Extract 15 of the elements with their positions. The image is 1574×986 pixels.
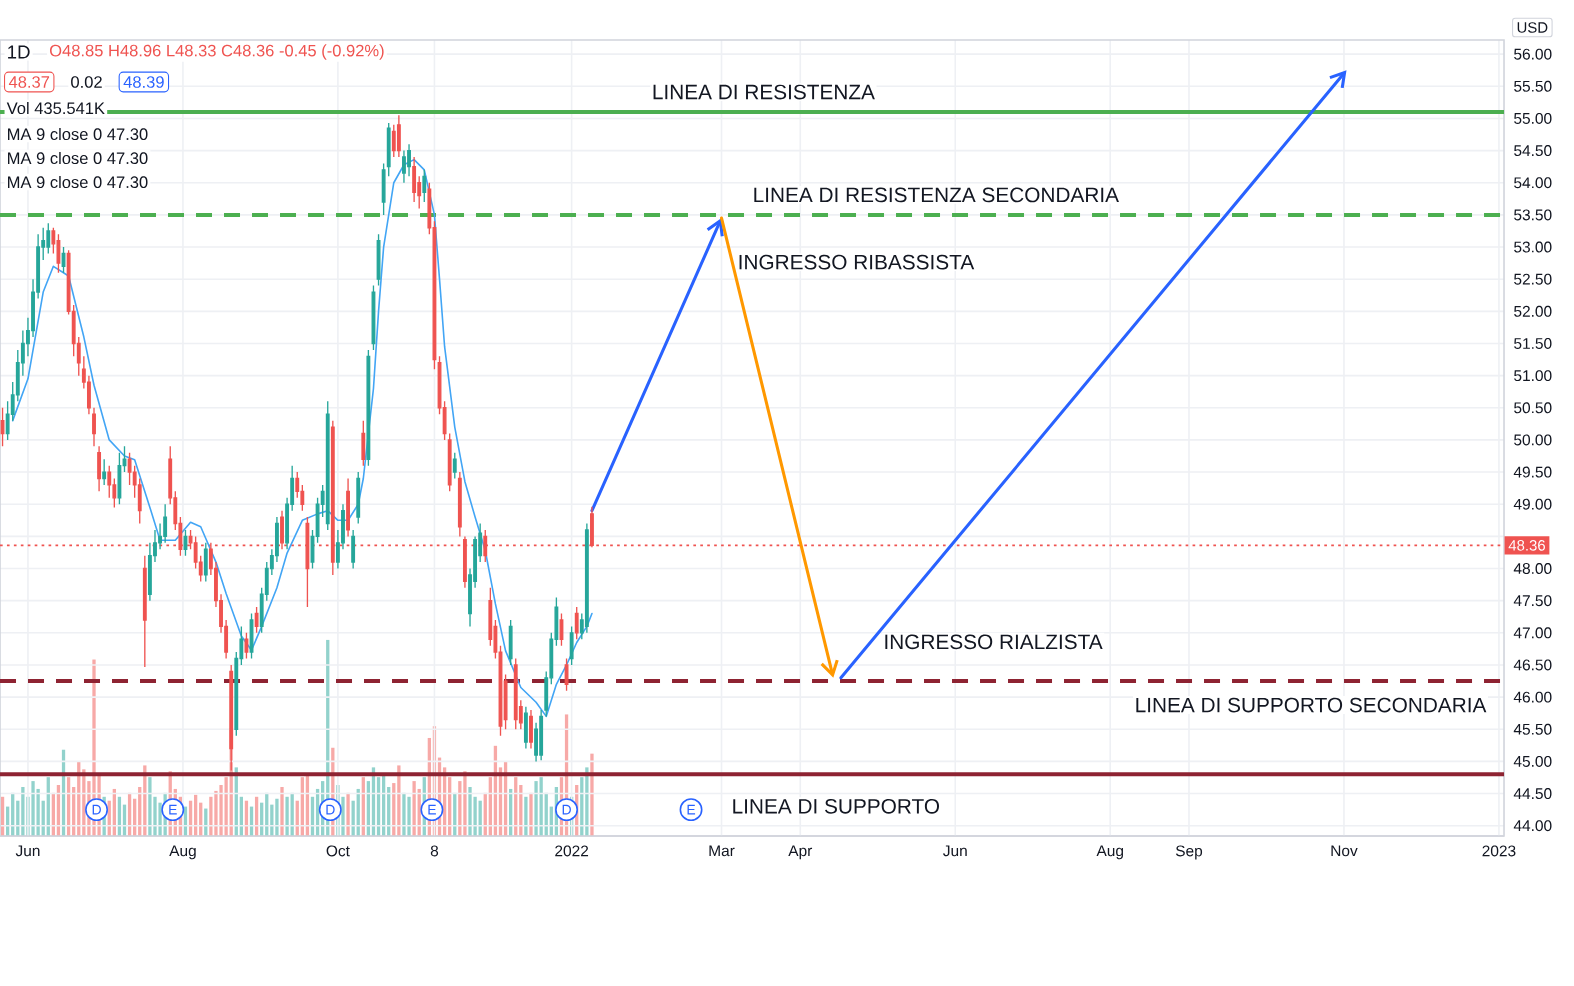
annotation: 48.39 [123, 76, 164, 88]
annotation: MA 9 close 0 47.30 [8, 151, 148, 165]
annotation: INGRESSO RIBASSISTA [739, 254, 975, 270]
annotation: INGRESSO RIALZISTA [885, 634, 1103, 650]
ref-line-label: LINEA DI SUPPORTO [733, 798, 940, 814]
annotation: 0.02 [71, 76, 102, 88]
annotation: MA 9 close 0 47.30 [8, 175, 148, 189]
ref-line-label: LINEA DI RESISTENZA [653, 84, 875, 100]
chart-title: 1D [8, 45, 30, 59]
annotation: 48.37 [8, 76, 50, 88]
ref-line-label: LINEA DI SUPPORTO SECONDARIA [1136, 697, 1487, 713]
annotation: MA 9 close 0 47.30 [8, 127, 148, 141]
annotation: O48.85 H48.96 L48.33 C48.36 -0.45 (-0.92%) [50, 44, 384, 60]
ref-line-label: LINEA DI RESISTENZA SECONDARIA [754, 187, 1119, 203]
annotation: Vol 435.541K [6, 101, 105, 115]
